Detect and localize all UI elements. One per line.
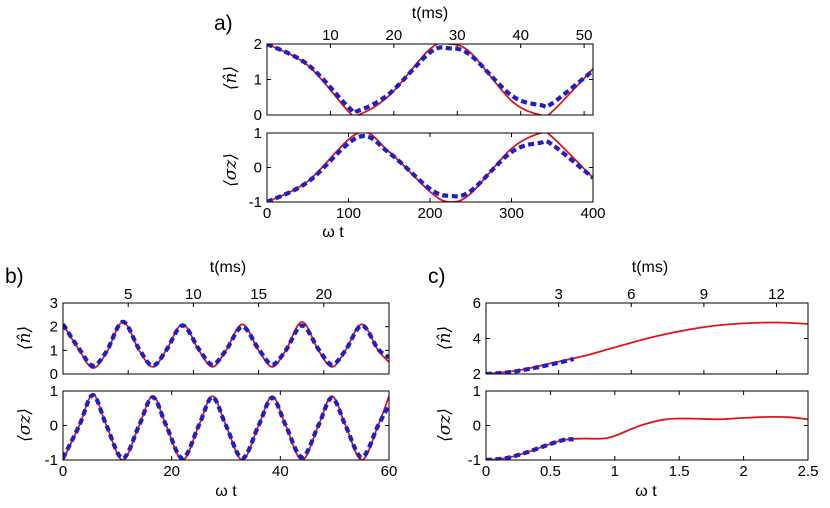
- top-tick-label: 10: [322, 27, 339, 44]
- panel-a-bottom-ylabel: ⟨σz⟩: [221, 153, 241, 187]
- series-group-b-bottom: [63, 392, 389, 460]
- ytick-label: 0: [473, 418, 481, 435]
- ytick-label: 1: [254, 125, 262, 142]
- subplot-a-top: 0 1 2 10 20 30 40 50: [254, 27, 594, 124]
- panel-b-top-axis-label: t(ms): [210, 259, 246, 276]
- xtick-label: 0: [59, 463, 67, 480]
- series-line-exact-a-top: [267, 44, 593, 115]
- panel-a-xlabel: ω t: [322, 224, 344, 241]
- ytick-label: 0: [254, 107, 262, 124]
- series-line-exact-c-bottom: [486, 415, 808, 460]
- top-tick-label: 40: [512, 27, 529, 44]
- xtick-label: 0: [263, 205, 271, 222]
- top-tick-label: 30: [449, 27, 466, 44]
- subplot-c-top: 2 4 6 3 6 9 12: [473, 286, 809, 383]
- ytick-label: 3: [50, 295, 58, 312]
- xtick-label: 300: [499, 205, 524, 222]
- series-line-approx-c-bottom: [486, 437, 574, 460]
- ytick-label: 1: [473, 383, 481, 400]
- ytick-label: 2: [473, 366, 481, 383]
- series-line-approx-b-bottom: [63, 392, 389, 460]
- ytick-label: 0: [50, 418, 58, 435]
- subplot-b-top: 0 1 2 3 5 10 15 20: [50, 286, 390, 383]
- top-tick-label: 20: [315, 286, 332, 303]
- top-tick-label: 15: [250, 286, 267, 303]
- series-line-approx-c-top: [486, 356, 575, 374]
- ytick-label: -1: [468, 452, 481, 469]
- xtick-label: 100: [336, 205, 361, 222]
- xtick-label: 0: [482, 463, 490, 480]
- panel-c-top-axis-label: t(ms): [632, 259, 668, 276]
- xtick-label: 2: [739, 463, 747, 480]
- panel-c-top-ylabel: ⟨n̂⟩: [435, 326, 455, 350]
- ytick-label: 1: [50, 383, 58, 400]
- axes-frame-b-top: [62, 302, 390, 375]
- xtick-label: 200: [417, 205, 442, 222]
- series-group-a-bottom: [267, 133, 593, 202]
- series-group-a-top: [267, 44, 593, 115]
- xtick-label: 400: [580, 205, 605, 222]
- panel-b-label: b): [5, 265, 24, 288]
- panel-b-bottom-ylabel: ⟨σz⟩: [15, 408, 35, 442]
- xtick-label: 2.5: [798, 463, 819, 480]
- xtick-label: 60: [381, 463, 398, 480]
- top-tick-label: 3: [554, 286, 562, 303]
- ytick-label: 0: [50, 366, 58, 383]
- series-line-exact-c-top: [486, 321, 808, 374]
- panel-a-top-axis-label: t(ms): [412, 5, 448, 22]
- ytick-label: -1: [45, 452, 58, 469]
- series-group-b-top: [63, 319, 389, 369]
- top-tick-label: 5: [124, 286, 132, 303]
- series-line-approx-a-top: [267, 44, 593, 115]
- xtick-label: 1.5: [669, 463, 690, 480]
- ytick-label: 2: [254, 36, 262, 53]
- panel-c-label: c): [428, 265, 446, 288]
- top-tick-label: 50: [576, 27, 593, 44]
- ytick-label: 6: [473, 295, 481, 312]
- panel-b-top-ylabel: ⟨n̂⟩: [15, 326, 35, 350]
- series-group-c-top: [486, 321, 808, 374]
- top-tick-label: 9: [700, 286, 708, 303]
- top-tick-label: 6: [627, 286, 635, 303]
- panel-c-bottom-ylabel: ⟨σz⟩: [435, 408, 455, 442]
- top-tick-label: 12: [768, 286, 785, 303]
- series-line-exact-a-bottom: [267, 133, 593, 202]
- series-line-approx-b-top: [63, 319, 389, 368]
- panel-c-xlabel: ω t: [635, 483, 657, 500]
- top-tick-label: 20: [386, 27, 403, 44]
- ytick-label: 1: [50, 342, 58, 359]
- ytick-label: 1: [254, 72, 262, 89]
- series-group-c-bottom: [486, 415, 808, 460]
- ytick-label: 0: [254, 160, 262, 177]
- xtick-label: 40: [272, 463, 289, 480]
- ytick-label: 4: [473, 331, 481, 348]
- panel-b-xlabel: ω t: [215, 483, 237, 500]
- top-tick-label: 10: [185, 286, 202, 303]
- ytick-label: 2: [50, 319, 58, 336]
- panel-a-label: a): [214, 12, 233, 35]
- xtick-label: 20: [163, 463, 180, 480]
- xtick-label: 1: [611, 463, 619, 480]
- xtick-label: 0.5: [540, 463, 561, 480]
- ytick-label: -1: [249, 194, 262, 211]
- panel-a-top-ylabel: ⟨n̂⟩: [221, 66, 241, 90]
